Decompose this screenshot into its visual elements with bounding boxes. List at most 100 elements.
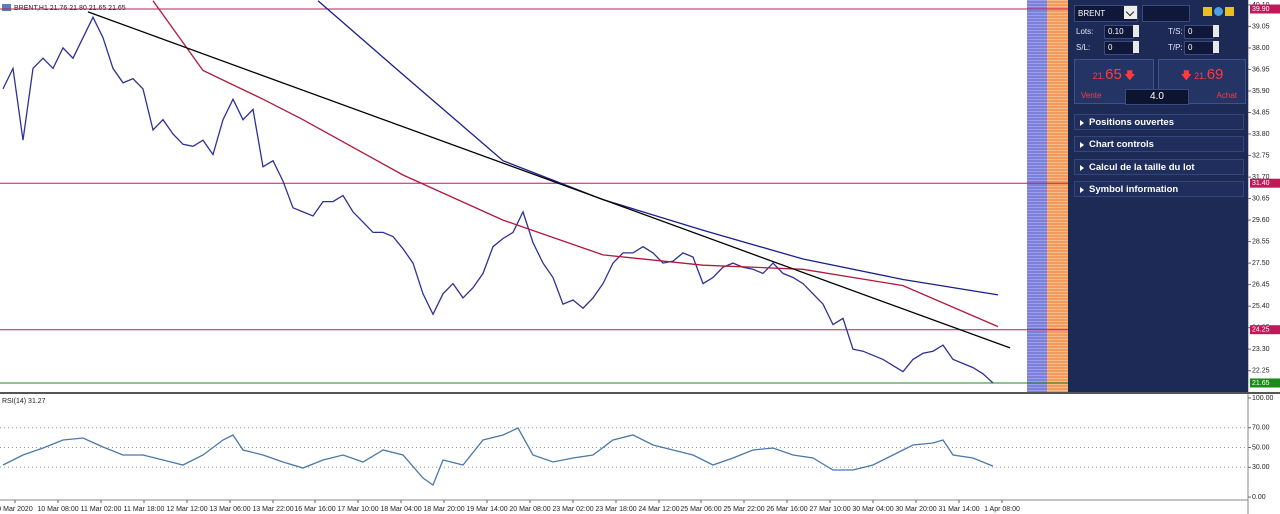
symbol: BRENT [1078, 9, 1106, 18]
x-tick-label: 13 Mar 22:00 [252, 506, 293, 513]
x-tick-label: 11 Mar 02:00 [81, 506, 122, 513]
series-line [87, 11, 1011, 349]
session-stripe [1027, 0, 1047, 392]
trade-panel: BRENT Lots: 0.10 T/S: 0 S/L: 0 T/P: 0 21… [1068, 0, 1248, 392]
x-tick-label: 31 Mar 14:00 [938, 506, 979, 513]
level-tag-label: 39.90 [1252, 6, 1270, 13]
level-tag [1250, 178, 1280, 188]
y-tick-label: 25.40 [1252, 303, 1270, 310]
tp: 0 [1188, 43, 1193, 52]
x-tick-label: 18 Mar 04:00 [380, 506, 421, 513]
section[interactable]: Calcul de la taille du lot [1074, 159, 1244, 175]
series-line [152, 0, 999, 328]
y-tick-label: 28.55 [1252, 238, 1270, 245]
section[interactable]: Symbol information [1074, 181, 1244, 197]
x-tick-label: 1 Apr 08:00 [984, 506, 1020, 513]
tp-input[interactable]: 0 [1184, 41, 1214, 55]
series-line [2, 15, 994, 384]
y-tick-label: 100.00 [1252, 395, 1274, 402]
y-tick-label: 23.30 [1252, 346, 1270, 353]
level-tag-label: 31.40 [1252, 180, 1270, 187]
level-tag-label: 24.25 [1252, 327, 1270, 334]
y-tick-label: 32.75 [1252, 152, 1270, 159]
x-tick-label: 26 Mar 16:00 [766, 506, 807, 513]
ts-label: T/S: [1168, 27, 1183, 36]
y-tick-label: 29.60 [1252, 217, 1270, 224]
x-tick-label: 19 Mar 14:00 [466, 506, 507, 513]
level-tag [1250, 4, 1280, 14]
ts-input[interactable]: 0 [1184, 25, 1214, 39]
spinner[interactable] [1213, 25, 1219, 37]
sell-big: 65 [1105, 66, 1122, 83]
spread: 4.0 [1125, 89, 1189, 105]
x-tick-label: 20 Mar 08:00 [509, 506, 550, 513]
sell-small: 21. [1092, 71, 1106, 81]
spinner[interactable] [1213, 41, 1219, 53]
x-tick-label: 17 Mar 10:00 [337, 506, 378, 513]
lots: 0.10 [1108, 27, 1124, 36]
y-tick-label: 34.85 [1252, 109, 1270, 116]
x-tick-label: 18 Mar 20:00 [423, 506, 464, 513]
x-tick-label: 12 Mar 12:00 [166, 506, 207, 513]
x-tick-label: 25 Mar 22:00 [723, 506, 764, 513]
x-tick-label: 9 Mar 2020 [0, 506, 33, 513]
y-tick-label: 39.05 [1252, 23, 1270, 30]
x-tick-label: 11 Mar 18:00 [124, 506, 165, 513]
spinner[interactable] [1133, 41, 1139, 53]
buy-big: 69 [1206, 66, 1224, 83]
series-line [2, 427, 994, 487]
level-tag-label: 21.65 [1252, 380, 1270, 387]
y-tick-label: 31.70 [1252, 174, 1270, 181]
sl-input[interactable]: 0 [1104, 41, 1134, 55]
y-tick-label: 30.65 [1252, 195, 1270, 202]
search-box[interactable] [1142, 5, 1190, 22]
ts: 0 [1188, 27, 1193, 36]
level-tag [1250, 325, 1280, 335]
session-stripe [1047, 0, 1068, 392]
level-tag [1250, 378, 1280, 388]
sell-label: Vente [1081, 91, 1102, 100]
icon[interactable] [1225, 7, 1234, 16]
tp-label: T/P: [1168, 43, 1183, 52]
section[interactable]: Chart controls [1074, 136, 1244, 152]
lots-label: Lots: [1076, 27, 1094, 36]
y-tick-label: 22.25 [1252, 368, 1270, 375]
y-tick-label: 27.50 [1252, 260, 1270, 267]
x-tick-label: 16 Mar 16:00 [294, 506, 335, 513]
spinner[interactable] [1133, 25, 1139, 37]
y-tick-label: 30.00 [1252, 464, 1270, 471]
buy-label: Achat [1216, 91, 1237, 100]
x-tick-label: 23 Mar 18:00 [595, 506, 636, 513]
y-tick-label: 38.00 [1252, 45, 1270, 52]
x-tick-label: 24 Mar 12:00 [638, 506, 679, 513]
sl: 0 [1108, 43, 1113, 52]
buy-small: 21. [1194, 71, 1207, 81]
icon[interactable] [1214, 7, 1223, 16]
x-tick-label: 25 Mar 06:00 [680, 506, 721, 513]
y-tick-label: 0.00 [1252, 494, 1266, 501]
x-tick-label: 23 Mar 02:00 [552, 506, 593, 513]
series-line [317, 0, 999, 296]
x-tick-label: 27 Mar 10:00 [809, 506, 850, 513]
y-tick-label: 70.00 [1252, 425, 1270, 432]
x-tick-label: 13 Mar 06:00 [209, 506, 250, 513]
y-tick-label: 26.45 [1252, 281, 1270, 288]
x-tick-label: 10 Mar 08:00 [37, 506, 78, 513]
x-tick-label: 30 Mar 20:00 [895, 506, 936, 513]
indicator-title: RSI(14) 31.27 [2, 398, 46, 405]
y-tick-label: 33.80 [1252, 131, 1270, 138]
x-tick-label: 30 Mar 04:00 [852, 506, 893, 513]
chart-title: BRENT,H1 21.76 21.80 21.65 21.65 [14, 5, 126, 12]
icon[interactable] [1203, 7, 1212, 16]
y-tick-label: 50.00 [1252, 444, 1270, 451]
symbol-select[interactable]: BRENT [1074, 5, 1138, 22]
lots-input[interactable]: 0.10 [1104, 25, 1134, 39]
chart-icon [2, 4, 11, 11]
section[interactable]: Positions ouvertes [1074, 114, 1244, 130]
y-tick-label: 36.95 [1252, 66, 1270, 73]
y-tick-label: 35.90 [1252, 88, 1270, 95]
sl-label: S/L: [1076, 43, 1091, 52]
dropdown-button[interactable] [1124, 6, 1137, 19]
